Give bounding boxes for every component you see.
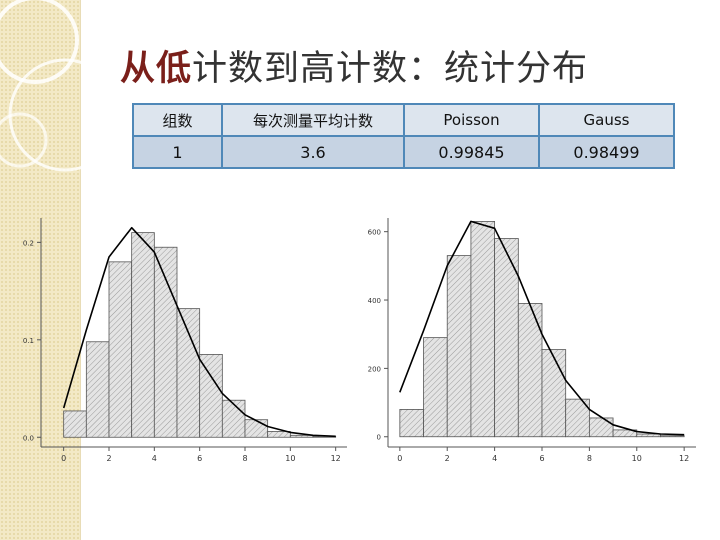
histogram-chart-left: 0 2 4 6 8 10 12 0.0 0.1 0.2 bbox=[13, 210, 353, 465]
x-tick-label: 8 bbox=[242, 454, 247, 463]
histogram-bar bbox=[221, 399, 246, 438]
x-tick-label: 8 bbox=[587, 454, 592, 463]
histogram-bar bbox=[446, 255, 472, 438]
slide-title-emphasis: 从低 bbox=[120, 49, 193, 89]
histogram-bar bbox=[176, 308, 201, 438]
table-cell: 0.98499 bbox=[538, 135, 675, 169]
y-tick-label: 600 bbox=[368, 229, 381, 237]
slide-title-rest: 计数到高计数：统计分布 bbox=[192, 49, 589, 89]
histogram-right-svg: 0 2 4 6 8 10 12 0 200 400 600 bbox=[368, 218, 696, 463]
x-tick-label: 6 bbox=[197, 454, 202, 463]
histogram-bar bbox=[588, 417, 614, 438]
x-tick-label: 12 bbox=[331, 454, 341, 463]
histogram-bar bbox=[660, 435, 685, 438]
x-tick-label: 4 bbox=[152, 454, 157, 463]
histogram-bar bbox=[63, 410, 87, 438]
y-tick-label: 400 bbox=[368, 297, 381, 305]
table-header: 每次测量平均计数 bbox=[221, 103, 405, 137]
histogram-bar bbox=[131, 232, 155, 438]
y-tick-label: 0.1 bbox=[23, 337, 34, 345]
summary-table: 组数 每次测量平均计数 Poisson Gauss 1 3.6 0.99845 … bbox=[132, 103, 675, 169]
y-tick-label: 0.0 bbox=[23, 434, 34, 442]
table-header: Poisson bbox=[403, 103, 540, 137]
x-tick-label: 10 bbox=[632, 454, 642, 463]
fit-curve bbox=[399, 220, 685, 436]
x-tick-label: 2 bbox=[106, 454, 111, 463]
x-tick-label: 0 bbox=[61, 454, 66, 463]
histogram-bar bbox=[267, 431, 291, 438]
x-tick-label: 10 bbox=[285, 454, 295, 463]
histogram-bar bbox=[423, 337, 448, 438]
histogram-chart-right: 0 2 4 6 8 10 12 0 200 400 600 bbox=[358, 210, 700, 465]
fit-curve bbox=[62, 226, 336, 438]
decorative-rings bbox=[0, 0, 122, 172]
x-tick-label: 6 bbox=[539, 454, 544, 463]
table-cell: 1 bbox=[132, 135, 223, 169]
y-tick-label: 200 bbox=[368, 365, 381, 373]
histogram-bar bbox=[541, 349, 567, 438]
y-tick-label: 0 bbox=[377, 434, 381, 442]
x-tick-label: 4 bbox=[492, 454, 497, 463]
table-cell: 0.99845 bbox=[403, 135, 540, 169]
slide-title: 从低计数到高计数：统计分布 bbox=[120, 40, 588, 91]
x-tick-label: 2 bbox=[445, 454, 450, 463]
histogram-bar bbox=[85, 341, 110, 438]
histogram-bar bbox=[399, 409, 424, 438]
x-tick-label: 12 bbox=[679, 454, 689, 463]
histogram-bar bbox=[199, 354, 223, 438]
table-row: 1 3.6 0.99845 0.98499 bbox=[132, 135, 675, 169]
histogram-bar bbox=[612, 429, 638, 438]
histogram-bar bbox=[470, 221, 496, 438]
histogram-bar bbox=[108, 261, 133, 438]
histogram-bar bbox=[153, 246, 178, 438]
y-tick-label: 0.2 bbox=[23, 239, 34, 247]
histogram-left-svg: 0 2 4 6 8 10 12 0.0 0.1 0.2 bbox=[23, 218, 347, 463]
x-tick-label: 0 bbox=[397, 454, 402, 463]
table-header: 组数 bbox=[132, 103, 223, 137]
table-header: Gauss bbox=[538, 103, 675, 137]
histogram-bar bbox=[244, 419, 269, 438]
table-header-row: 组数 每次测量平均计数 Poisson Gauss bbox=[132, 103, 675, 137]
table-cell: 3.6 bbox=[221, 135, 405, 169]
